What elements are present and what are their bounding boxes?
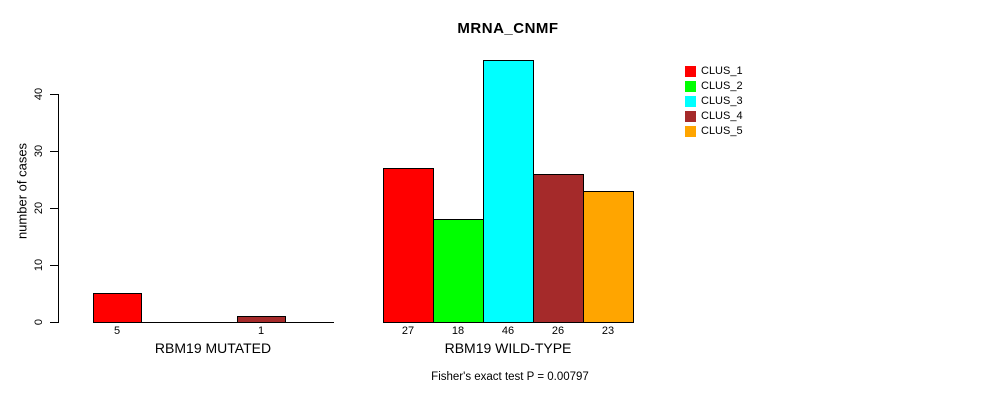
bar-clus_4 bbox=[237, 316, 286, 323]
bar-clus_3 bbox=[483, 60, 534, 323]
legend-swatch-icon bbox=[685, 111, 696, 122]
y-tick bbox=[50, 265, 58, 266]
y-tick bbox=[50, 151, 58, 152]
legend-swatch-icon bbox=[685, 96, 696, 107]
bar-clus_1 bbox=[383, 168, 434, 323]
group-label: RBM19 WILD-TYPE bbox=[444, 340, 572, 356]
bar-clus_5 bbox=[583, 191, 634, 323]
y-tick bbox=[50, 322, 58, 323]
bar-value-label: 23 bbox=[601, 325, 615, 337]
y-axis-title: number of cases bbox=[14, 142, 30, 240]
bar-clus_4 bbox=[533, 174, 584, 323]
y-tick-label: 10 bbox=[33, 258, 45, 272]
fisher-test-annotation: Fisher's exact test P = 0.00797 bbox=[431, 371, 589, 383]
legend-row: CLUS_1 bbox=[685, 64, 743, 79]
y-tick-label: 20 bbox=[33, 201, 45, 215]
y-tick-label: 30 bbox=[33, 144, 45, 158]
legend-label: CLUS_3 bbox=[701, 95, 743, 107]
y-tick-label: 40 bbox=[33, 87, 45, 101]
bar-clus_2 bbox=[433, 219, 484, 323]
legend: CLUS_1 CLUS_2 CLUS_3 CLUS_4 CLUS_5 bbox=[685, 64, 743, 139]
baseline bbox=[93, 322, 334, 323]
legend-label: CLUS_5 bbox=[701, 125, 743, 137]
legend-label: CLUS_1 bbox=[701, 65, 743, 77]
bar-value-label: 46 bbox=[501, 325, 515, 337]
bar-value-label: 18 bbox=[451, 325, 465, 337]
legend-label: CLUS_4 bbox=[701, 110, 743, 122]
y-axis-line bbox=[58, 94, 59, 323]
legend-swatch-icon bbox=[685, 126, 696, 137]
bar-value-label: 27 bbox=[401, 325, 415, 337]
legend-row: CLUS_5 bbox=[685, 124, 743, 139]
legend-row: CLUS_2 bbox=[685, 79, 743, 94]
group-label: RBM19 MUTATED bbox=[154, 340, 272, 356]
legend-label: CLUS_2 bbox=[701, 80, 743, 92]
legend-swatch-icon bbox=[685, 66, 696, 77]
bar-value-label: 1 bbox=[257, 325, 265, 337]
legend-row: CLUS_3 bbox=[685, 94, 743, 109]
bar-value-label: 26 bbox=[551, 325, 565, 337]
chart-title: MRNA_CNMF bbox=[457, 20, 559, 37]
y-tick bbox=[50, 208, 58, 209]
legend-row: CLUS_4 bbox=[685, 109, 743, 124]
bar-clus_1 bbox=[93, 293, 142, 323]
legend-swatch-icon bbox=[685, 81, 696, 92]
bar-value-label: 5 bbox=[113, 325, 121, 337]
y-tick bbox=[50, 94, 58, 95]
y-tick-label: 0 bbox=[33, 318, 45, 326]
